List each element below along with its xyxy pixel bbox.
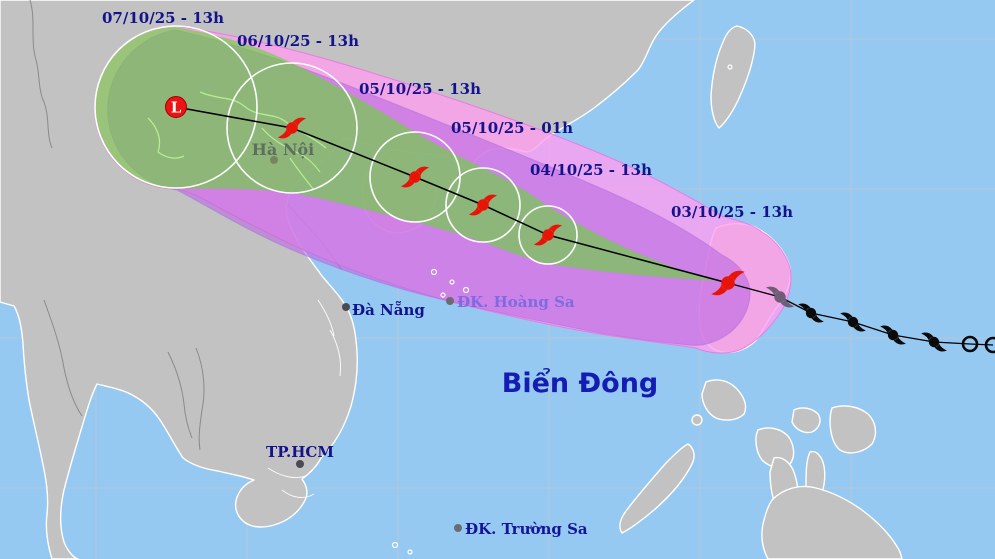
low-pressure-marker: L [165,96,187,118]
forecast-time-label: 06/10/25 - 13h [237,32,359,50]
province-borders [147,91,341,498]
low-pressure-letter: L [171,99,182,117]
outpost-label: ĐK. Trường Sa [465,520,588,538]
past-position-circle-icon [984,336,995,354]
masbate-island [791,407,821,434]
mindanao-island [761,485,903,559]
small-island [691,414,703,426]
storm-symbols: L [165,96,995,354]
forecast-cones [94,25,792,354]
forecast-circle [94,25,258,189]
forecast-time-label: 05/10/25 - 13h [359,80,481,98]
forecast-circle [369,131,461,223]
taiwan-island [710,25,756,129]
forecast-circle [518,205,578,265]
forecast-time-label: 05/10/25 - 01h [451,119,573,137]
city-label: Đà Nẵng [352,300,425,319]
samar-island [829,405,877,454]
forecast-time-label: 07/10/25 - 13h [102,9,224,27]
palawan-island [619,443,695,534]
low-pressure-circle-icon [165,96,187,118]
forecast-time-label: 04/10/25 - 13h [530,161,652,179]
city-label: Hà Nội [252,140,314,159]
past-position-circle-icon [961,335,979,353]
mindoro-island [701,379,747,421]
capital-dot [270,156,278,164]
track-cone-green [94,27,724,281]
forecast-circle [445,167,521,243]
city-dot [296,460,304,468]
city-dot [342,303,350,311]
outpost-dot [454,524,462,532]
forecast-time-label: 03/10/25 - 13h [671,203,793,221]
uncertainty-circles [94,25,578,265]
outpost-dot [446,297,454,305]
map-labels: 03/10/25 - 13h 04/10/25 - 13h 05/10/25 - 0… [102,9,793,538]
reef-outlines [391,64,733,555]
outpost-label: ĐK. Hoàng Sa [457,293,575,311]
city-label: TP.HCM [266,443,334,461]
sea-name-label: Biển Đông [502,366,659,399]
forecast-track-line [175,106,729,284]
forecast-circle [226,62,358,194]
